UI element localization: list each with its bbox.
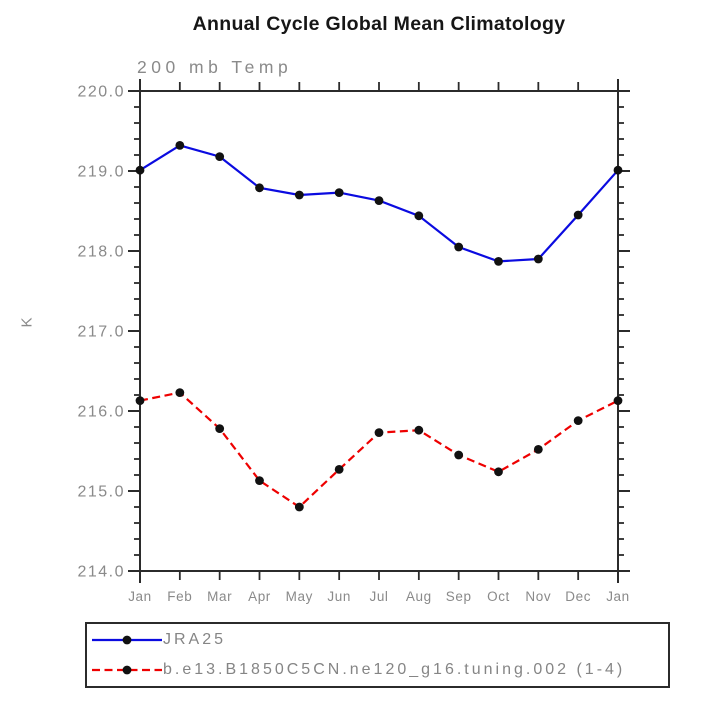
legend-line-sample-dashed	[92, 665, 162, 675]
legend-item: b.e13.B1850C5CN.ne120_g16.tuning.002 (1-…	[92, 656, 668, 684]
data-point	[175, 141, 185, 150]
data-point	[454, 242, 464, 252]
y-tick-label: 215.0	[77, 484, 125, 501]
y-tick-label: 220.0	[77, 84, 125, 101]
x-tick-label: Mar	[207, 589, 232, 604]
plot-frame	[139, 90, 619, 572]
x-tick-label: May	[286, 589, 313, 604]
data-point	[533, 254, 543, 264]
data-point	[494, 467, 503, 477]
x-tick-label: Sep	[446, 589, 472, 604]
data-point	[494, 257, 503, 266]
y-tick-label: 214.0	[77, 564, 125, 581]
legend-box: JRA25 b.e13.B1850C5CN.ne120_g16.tuning.0…	[85, 622, 670, 688]
y-tick-label: 217.0	[77, 324, 125, 341]
legend-item: JRA25	[92, 626, 668, 654]
data-point	[294, 190, 304, 200]
data-point	[215, 152, 225, 162]
data-point	[613, 396, 623, 405]
data-point	[533, 445, 543, 454]
legend-line-sample-solid	[92, 635, 162, 645]
data-point	[374, 196, 384, 206]
legend-label: JRA25	[163, 631, 227, 648]
data-point	[294, 502, 304, 512]
x-tick-label: Jun	[327, 589, 351, 604]
data-point	[573, 210, 583, 220]
x-tick-label: Jan	[606, 589, 630, 604]
y-tick-label: 216.0	[77, 404, 125, 421]
x-tick-label: Dec	[565, 589, 591, 604]
legend-marker-dot	[122, 635, 132, 645]
y-tick-label: 219.0	[77, 164, 125, 181]
y-tick-label: 218.0	[77, 244, 125, 261]
data-point	[414, 425, 424, 435]
data-point	[613, 165, 623, 175]
data-point	[573, 416, 583, 425]
x-tick-label: Feb	[167, 589, 192, 604]
x-tick-label: Jul	[369, 589, 388, 604]
data-point	[414, 211, 424, 221]
series-line-dashed	[139, 391, 619, 509]
chart-title: Annual Cycle Global Mean Climatology	[192, 13, 566, 35]
data-point	[175, 388, 185, 397]
data-point	[374, 428, 384, 437]
x-tick-label: Aug	[406, 589, 432, 604]
data-point	[334, 465, 344, 474]
data-point	[255, 183, 264, 193]
data-point	[454, 450, 464, 460]
data-point	[334, 188, 344, 198]
x-tick-label: Nov	[525, 589, 551, 604]
x-tick-label: Jan	[128, 589, 152, 604]
legend-label: b.e13.B1850C5CN.ne120_g16.tuning.002 (1-…	[163, 661, 626, 678]
x-tick-label: Oct	[487, 589, 510, 604]
data-point	[255, 476, 264, 485]
data-point	[135, 165, 145, 175]
chart-subtitle: 200 mb Temp	[137, 57, 293, 77]
data-point	[135, 396, 145, 405]
data-point	[215, 424, 225, 433]
x-tick-label: Apr	[248, 589, 271, 604]
legend-marker-dot	[122, 665, 132, 675]
